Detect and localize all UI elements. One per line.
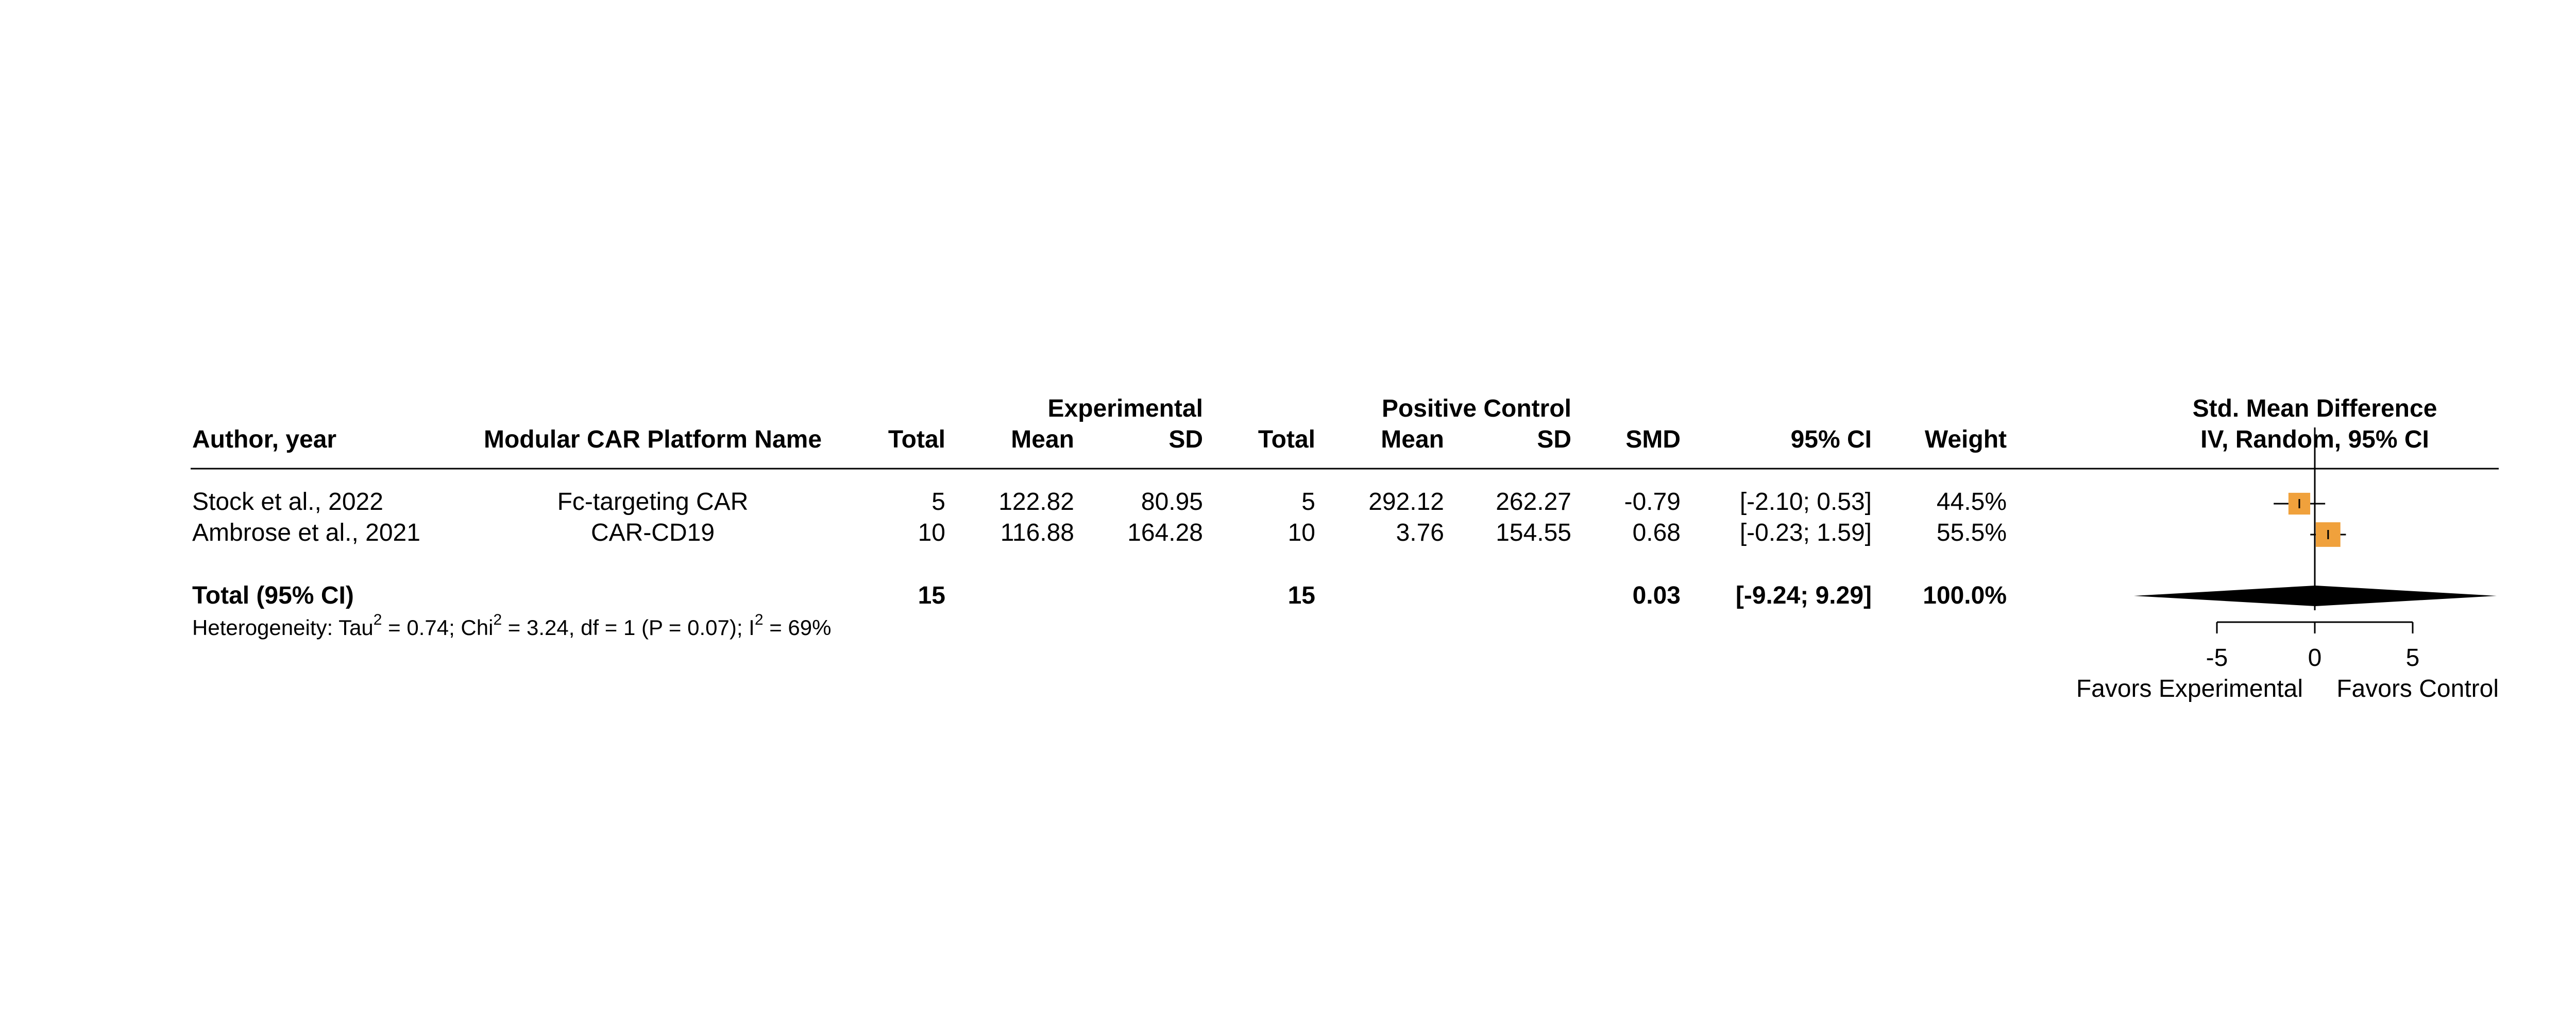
study-1-ci: [-2.10; 0.53] bbox=[1739, 488, 1872, 516]
study-1-ctrl-mean: 292.12 bbox=[1368, 488, 1444, 516]
heterogeneity-text: Heterogeneity: Tau2 = 0.74; Chi2 = 3.24,… bbox=[192, 612, 832, 640]
chi2-superscript: 2 bbox=[493, 611, 502, 628]
forest-plot-layer bbox=[2133, 427, 2497, 633]
total-ctrl-total: 15 bbox=[1287, 582, 1315, 609]
study-2-smd: 0.68 bbox=[1632, 519, 1681, 546]
header-ctrl-total: Total bbox=[1258, 426, 1315, 453]
study-1-exp-total: 5 bbox=[931, 488, 945, 516]
study-1-smd: -0.79 bbox=[1624, 488, 1681, 516]
favors-control-label: Favors Control bbox=[2336, 675, 2499, 702]
header-exp-sd: SD bbox=[1168, 426, 1203, 453]
study-1-weight: 44.5% bbox=[1936, 488, 2007, 516]
axis-tick-label-0: 0 bbox=[2308, 644, 2322, 672]
chi2-value: = 3.24, df = 1 (P = 0.07); I bbox=[502, 615, 755, 640]
header-exp-mean: Mean bbox=[1011, 426, 1074, 453]
study-1-ctrl-sd: 262.27 bbox=[1496, 488, 1571, 516]
study-2-ctrl-mean: 3.76 bbox=[1396, 519, 1444, 546]
study-2-weight: 55.5% bbox=[1936, 519, 2007, 546]
header-ci: 95% CI bbox=[1790, 426, 1872, 453]
total-exp-total: 15 bbox=[918, 582, 945, 609]
total-smd: 0.03 bbox=[1632, 582, 1681, 609]
total-weight: 100.0% bbox=[1923, 582, 2007, 609]
study-2-exp-mean: 116.88 bbox=[1000, 519, 1074, 546]
study-2-ctrl-sd: 154.55 bbox=[1496, 519, 1571, 546]
control-group-header: Positive Control bbox=[1381, 395, 1571, 422]
favors-experimental-label: Favors Experimental bbox=[2076, 675, 2303, 702]
header-exp-total: Total bbox=[888, 426, 945, 453]
i2-value: = 69% bbox=[763, 615, 832, 640]
study-2-ctrl-total: 10 bbox=[1287, 519, 1315, 546]
study-1-exp-sd: 80.95 bbox=[1141, 488, 1203, 516]
study-2-platform: CAR-CD19 bbox=[590, 519, 715, 546]
header-smd: SMD bbox=[1625, 426, 1681, 453]
study-1-author: Stock et al., 2022 bbox=[192, 488, 383, 516]
study-1-ctrl-total: 5 bbox=[1301, 488, 1315, 516]
axis-tick-label-5: 5 bbox=[2405, 644, 2420, 672]
study-2-ci: [-0.23; 1.59] bbox=[1739, 519, 1872, 546]
header-weight: Weight bbox=[1924, 426, 2007, 453]
plot-title: Std. Mean Difference bbox=[2192, 395, 2437, 422]
study-2-exp-sd: 164.28 bbox=[1127, 519, 1203, 546]
study-1-platform: Fc-targeting CAR bbox=[557, 488, 749, 516]
tau2-value: = 0.74; Chi bbox=[382, 615, 494, 640]
study-2-author: Ambrose et al., 2021 bbox=[192, 519, 420, 546]
total-ci: [-9.24; 9.29] bbox=[1735, 582, 1872, 609]
study-2-exp-total: 10 bbox=[918, 519, 945, 546]
header-ctrl-sd: SD bbox=[1537, 426, 1571, 453]
axis-tick-label-neg5: -5 bbox=[2206, 644, 2228, 672]
header-ctrl-mean: Mean bbox=[1381, 426, 1444, 453]
heterogeneity-prefix: Heterogeneity: Tau bbox=[192, 615, 374, 640]
total-label: Total (95% CI) bbox=[192, 582, 354, 609]
tau2-superscript: 2 bbox=[373, 611, 382, 628]
i2-superscript: 2 bbox=[754, 611, 764, 628]
header-author: Author, year bbox=[192, 426, 337, 453]
pooled-diamond bbox=[2133, 586, 2497, 606]
study-1-exp-mean: 122.82 bbox=[998, 488, 1074, 516]
experimental-group-header: Experimental bbox=[1047, 395, 1203, 422]
header-platform: Modular CAR Platform Name bbox=[483, 426, 822, 453]
